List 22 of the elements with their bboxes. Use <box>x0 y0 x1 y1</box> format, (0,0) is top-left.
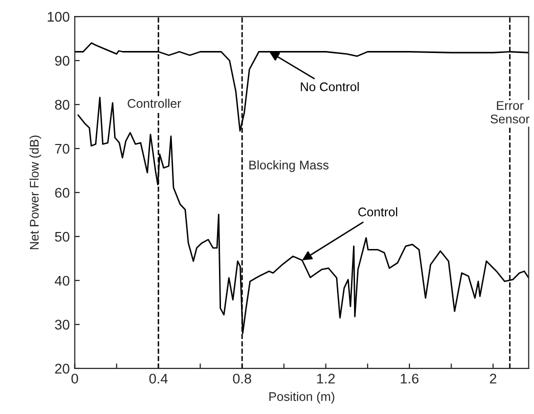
x-tick-label: 0.8 <box>232 374 252 384</box>
y-tick-label: 30 <box>54 320 70 330</box>
y-tick-label: 20 <box>55 364 70 374</box>
x-tick-label: 1.2 <box>317 374 335 384</box>
x-tick-label: 0 <box>71 374 78 384</box>
annotation: Error Sensor <box>490 101 530 124</box>
x-axis-title: Position (m) <box>269 392 334 404</box>
series-label: Control <box>358 207 398 216</box>
y-tick-label: 60 <box>55 188 70 198</box>
y-tick-label: 70 <box>55 144 70 154</box>
y-tick-label: 40 <box>54 276 70 286</box>
legend-label: No Control <box>300 82 359 92</box>
y-tick-label: 50 <box>55 232 70 242</box>
x-tick-label: 0.4 <box>149 374 168 384</box>
annotation: Blocking Mass <box>249 160 329 172</box>
x-tick-label: 1.6 <box>400 374 418 384</box>
y-tick-label: 80 <box>55 100 70 110</box>
annotation: Controller <box>128 98 182 108</box>
y-tick-label: 100 <box>48 12 70 22</box>
y-axis-title: Net Power Flow (dB) <box>30 136 42 250</box>
y-tick-label: 90 <box>55 56 70 66</box>
x-tick-label: 2 <box>490 374 496 384</box>
